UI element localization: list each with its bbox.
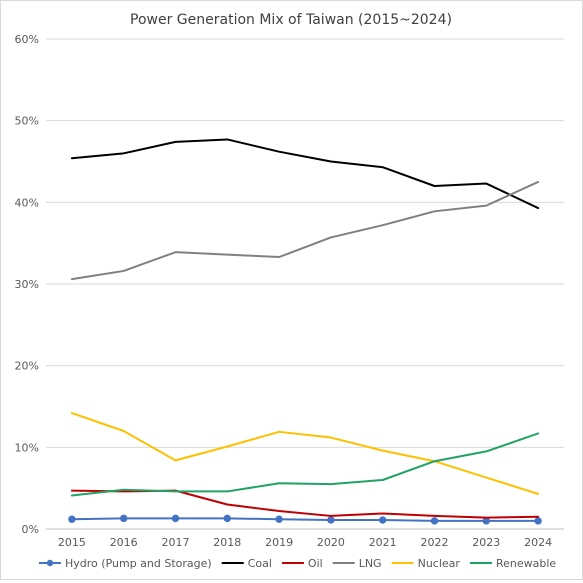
data-point-hydro xyxy=(534,517,542,525)
x-tick-label: 2016 xyxy=(110,536,138,549)
x-axis-ticks: 2015 2016 2017 2018 2019 2020 2021 2022 2023 2024 xyxy=(58,536,552,549)
x-tick-label: 2021 xyxy=(369,536,397,549)
x-tick-label: 2023 xyxy=(472,536,500,549)
x-tick-label: 2015 xyxy=(58,536,86,549)
data-point-hydro xyxy=(482,517,490,525)
series-line-hydro xyxy=(70,517,540,522)
x-tick-label: 2020 xyxy=(317,536,345,549)
y-tick-label: 40% xyxy=(15,196,39,209)
data-point-hydro xyxy=(120,514,128,523)
y-axis-ticks: 0% 10% 20% 30% 40% 50% 60% xyxy=(15,33,39,536)
series-line-coal xyxy=(70,138,540,210)
data-point-hydro xyxy=(379,516,387,524)
y-tick-label: 30% xyxy=(15,278,39,291)
y-tick-label: 50% xyxy=(15,115,39,128)
data-point-hydro xyxy=(223,514,232,523)
legend-label-lng: LNG xyxy=(359,557,382,570)
legend-label-renewable: Renewable xyxy=(496,557,556,570)
legend: Hydro (Pump and Storage) Coal Oil LNG Nuclea… xyxy=(39,557,556,570)
series-line-renewable xyxy=(70,432,540,497)
data-point-hydro xyxy=(275,515,283,523)
legend-label-coal: Coal xyxy=(248,557,272,570)
series-line-oil xyxy=(70,489,540,519)
x-tick-label: 2017 xyxy=(162,536,190,549)
legend-label-hydro: Hydro (Pump and Storage) xyxy=(65,557,212,570)
series-group xyxy=(68,138,542,525)
grid-lines xyxy=(46,38,564,530)
y-tick-label: 0% xyxy=(22,523,39,536)
data-point-hydro xyxy=(430,517,439,525)
x-tick-label: 2022 xyxy=(421,536,449,549)
y-tick-label: 20% xyxy=(15,360,39,373)
data-point-hydro xyxy=(171,514,180,523)
chart-title: Power Generation Mix of Taiwan (2015~202… xyxy=(130,12,452,28)
data-point-hydro xyxy=(68,515,76,523)
x-tick-label: 2018 xyxy=(213,536,241,549)
y-tick-label: 60% xyxy=(15,33,39,46)
data-point-hydro xyxy=(327,516,335,524)
legend-marker-hydro xyxy=(46,559,54,567)
legend-label-oil: Oil xyxy=(308,557,323,570)
series-line-nuclear xyxy=(70,412,540,495)
x-tick-label: 2024 xyxy=(524,536,552,549)
legend-label-nuclear: Nuclear xyxy=(418,557,461,570)
x-tick-label: 2019 xyxy=(265,536,293,549)
series-line-lng xyxy=(70,180,540,281)
y-tick-label: 10% xyxy=(15,441,39,454)
